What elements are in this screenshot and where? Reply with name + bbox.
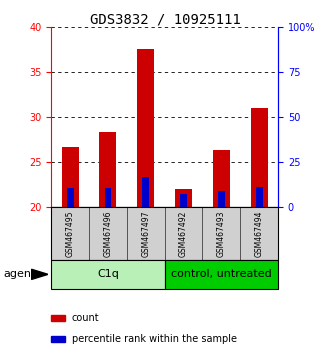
Text: percentile rank within the sample: percentile rank within the sample	[72, 334, 237, 344]
Text: GSM467496: GSM467496	[104, 210, 113, 257]
Text: GDS3832 / 10925111: GDS3832 / 10925111	[90, 12, 241, 27]
Text: GSM467494: GSM467494	[255, 210, 264, 257]
Bar	[89, 207, 127, 260]
Bar	[142, 177, 149, 207]
Text: control, untreated: control, untreated	[171, 269, 272, 279]
Bar	[137, 49, 154, 207]
Bar	[51, 336, 65, 342]
Text: agent: agent	[3, 269, 36, 279]
Bar	[51, 207, 89, 260]
Bar	[62, 147, 79, 207]
Bar	[105, 188, 112, 207]
Bar	[127, 207, 165, 260]
Text: GSM467492: GSM467492	[179, 210, 188, 257]
Text: count: count	[72, 313, 99, 323]
Bar	[51, 315, 65, 321]
Bar	[67, 188, 73, 207]
Bar	[165, 260, 278, 289]
Bar	[203, 207, 240, 260]
Polygon shape	[31, 269, 48, 279]
Text: GSM467495: GSM467495	[66, 210, 75, 257]
Bar	[218, 191, 225, 207]
Bar	[256, 187, 262, 207]
Text: GSM467493: GSM467493	[217, 210, 226, 257]
Bar	[240, 207, 278, 260]
Text: C1q: C1q	[97, 269, 119, 279]
Bar	[213, 150, 230, 207]
Bar	[51, 260, 165, 289]
Bar	[180, 194, 187, 207]
Bar	[100, 132, 117, 207]
Bar	[251, 108, 268, 207]
Bar	[175, 189, 192, 207]
Text: GSM467497: GSM467497	[141, 210, 150, 257]
Bar	[165, 207, 203, 260]
